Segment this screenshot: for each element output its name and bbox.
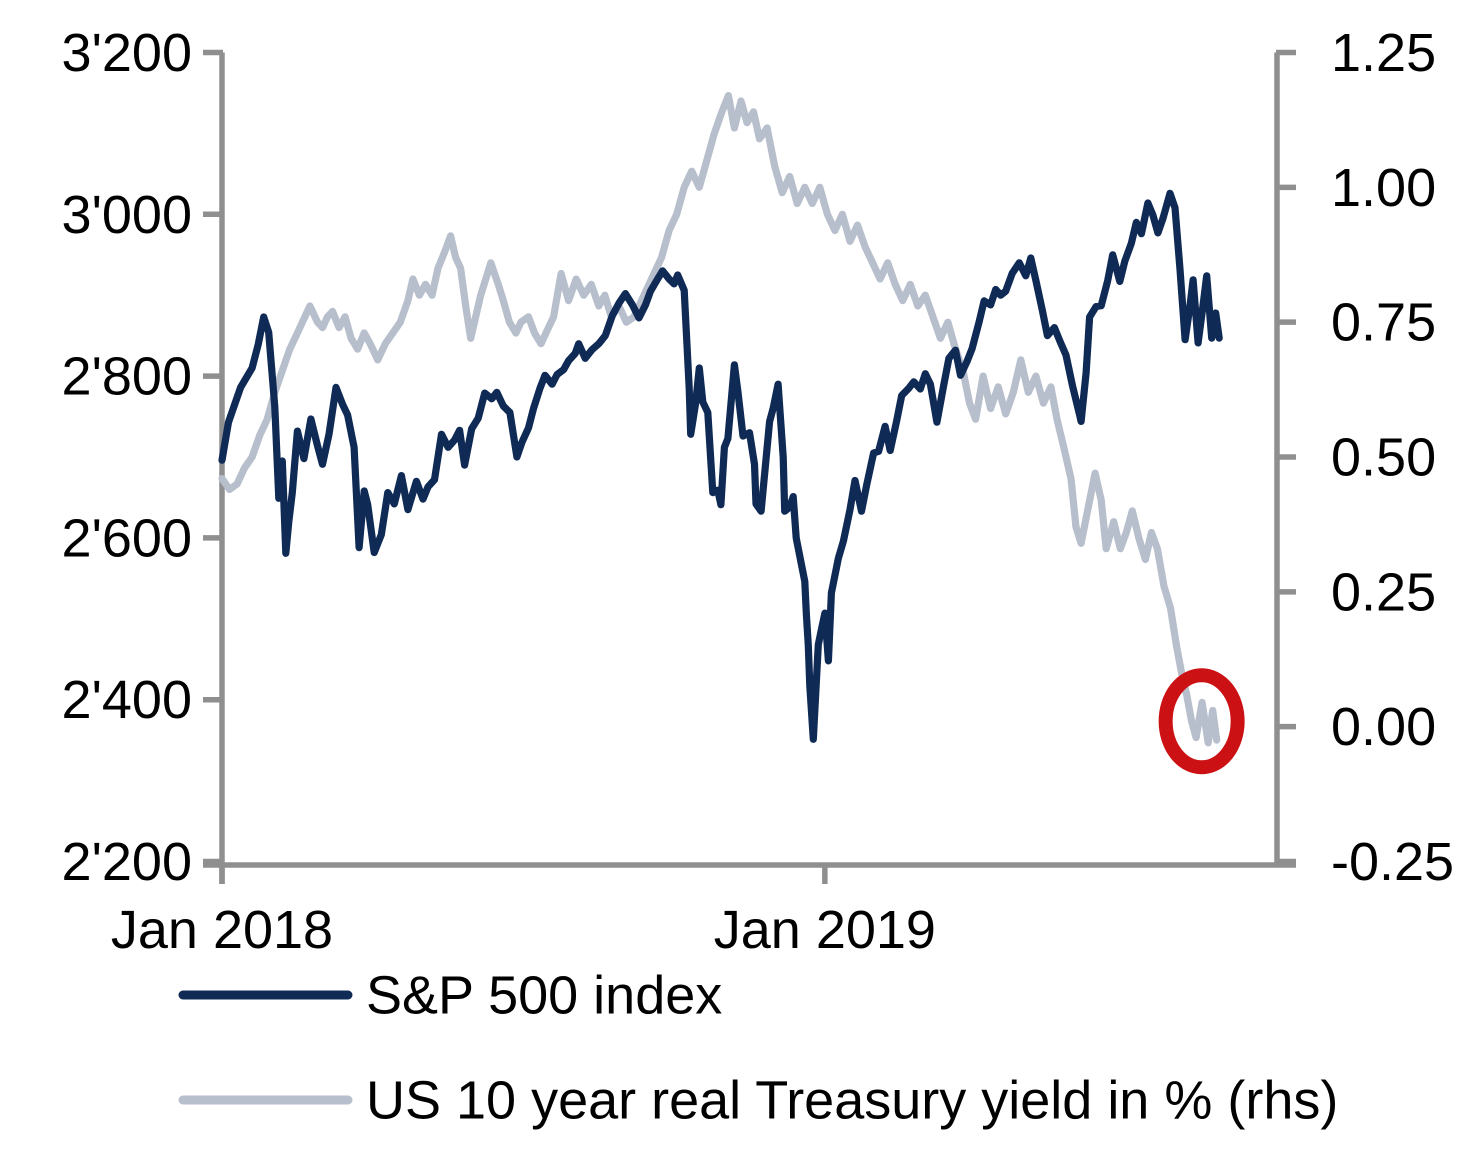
legend-label-treasury-yield: US 10 year real Treasury yield in % (rhs… bbox=[366, 1071, 1338, 1131]
highlight-annotation bbox=[1158, 668, 1245, 775]
legend-label-sp500: S&P 500 index bbox=[366, 966, 722, 1026]
right-axis-tick-label: 1.25 bbox=[1331, 23, 1436, 83]
x-axis-tick-label: Jan 2019 bbox=[714, 900, 936, 960]
left-axis-tick-label: 3'000 bbox=[62, 185, 192, 245]
right-axis-tick-label: 0.00 bbox=[1331, 697, 1436, 757]
axes bbox=[203, 49, 1296, 884]
right-axis-tick-label: 0.75 bbox=[1331, 293, 1436, 353]
left-axis-tick-label: 2'800 bbox=[62, 347, 192, 407]
left-axis-tick-label: 2'400 bbox=[62, 670, 192, 730]
left-axis-tick-label: 2'600 bbox=[62, 508, 192, 568]
legend: S&P 500 index US 10 year real Treasury y… bbox=[178, 966, 1338, 1131]
left-axis-tick-label: 3'200 bbox=[62, 23, 192, 83]
right-axis-tick-label: 0.50 bbox=[1331, 428, 1436, 488]
right-axis-tick-label: -0.25 bbox=[1331, 832, 1454, 892]
left-axis-tick-label: 2'200 bbox=[62, 832, 192, 892]
series-lines bbox=[218, 91, 1223, 747]
right-axis-tick-label: 1.00 bbox=[1331, 158, 1436, 218]
axis-tick-labels: 2'200 2'400 2'600 2'800 3'000 3'200 -0.25 0.00 0… bbox=[62, 23, 1455, 960]
treasury-yield-line bbox=[218, 91, 1221, 747]
x-axis-tick-label: Jan 2018 bbox=[111, 900, 333, 960]
right-axis-tick-label: 0.25 bbox=[1331, 562, 1436, 622]
highlight-circle bbox=[1158, 668, 1245, 775]
sp500-line bbox=[218, 189, 1223, 743]
